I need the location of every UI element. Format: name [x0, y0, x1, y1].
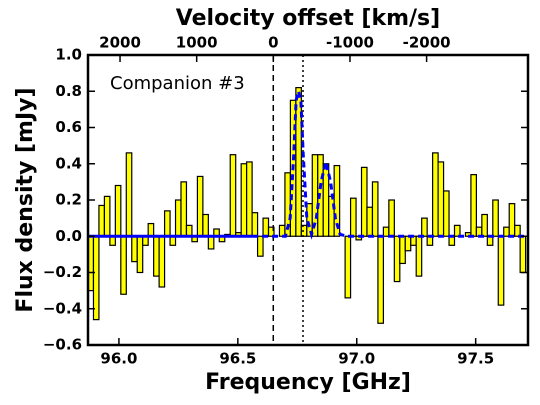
bar [240, 163, 248, 237]
bar [366, 206, 374, 237]
bar [349, 197, 357, 237]
bar [371, 181, 379, 237]
bar [256, 235, 264, 257]
chart-title: Velocity offset [km/s] [176, 6, 440, 31]
bar [432, 152, 439, 237]
bar [453, 224, 461, 237]
bar [514, 224, 521, 237]
y-axis-label: Flux density [mJy] [13, 87, 38, 312]
bar [328, 195, 335, 237]
y-tick-label: 0.8 [55, 82, 82, 100]
bar [344, 235, 352, 299]
bar [388, 199, 395, 237]
bar [136, 235, 144, 274]
bar [360, 166, 368, 237]
bar [251, 212, 259, 237]
y-tick-label: −0.4 [43, 299, 82, 317]
bar [202, 213, 209, 237]
bar [153, 235, 160, 277]
x-tick-label: 97.0 [338, 350, 375, 368]
x2-tick-label: 1000 [176, 34, 218, 52]
bar [158, 235, 166, 288]
bar [442, 190, 450, 237]
y-tick-label: 0.0 [55, 227, 82, 245]
bar [147, 222, 155, 237]
bar [103, 195, 111, 237]
bar [92, 235, 100, 321]
x2-tick-label: 2000 [99, 34, 141, 52]
bar [333, 164, 341, 237]
bar [497, 235, 505, 306]
x-axis-label: Frequency [GHz] [205, 370, 411, 395]
annotation: Companion #3 [110, 73, 245, 94]
bar [114, 184, 122, 237]
bar [382, 226, 390, 237]
bar [404, 235, 412, 252]
y-tick-label: 0.4 [55, 154, 82, 172]
bar [131, 235, 138, 263]
bar [300, 224, 308, 237]
x-tick-label: 96.5 [219, 350, 256, 368]
bar [492, 199, 499, 237]
x-tick-label: 97.5 [457, 350, 494, 368]
bar [267, 226, 275, 237]
bar [470, 174, 477, 237]
plot-frame [86, 53, 530, 347]
bar [295, 87, 302, 237]
x2-tick-label: 0 [268, 34, 278, 52]
bar [399, 235, 406, 265]
y-tick-label: 1.0 [55, 46, 82, 64]
bar [437, 161, 445, 237]
bar [185, 224, 193, 237]
bar [174, 199, 182, 237]
bar [98, 204, 106, 237]
bar [207, 235, 215, 250]
bar [377, 235, 384, 324]
x-tick-label: 96.0 [100, 350, 137, 368]
x2-tick-label: -1000 [326, 34, 374, 52]
y-tick-label: 0.6 [55, 118, 82, 136]
bar [196, 175, 204, 237]
bar [180, 181, 188, 237]
bar [163, 210, 171, 237]
x2-tick-label: -2000 [403, 34, 451, 52]
bar [229, 154, 237, 237]
bar [415, 235, 423, 277]
bar [246, 161, 253, 237]
bar [519, 235, 527, 274]
bar [262, 217, 270, 237]
y-tick-label: −0.2 [43, 263, 82, 281]
fit-line [252, 85, 528, 240]
bar [421, 217, 428, 237]
bar [393, 235, 401, 283]
y-tick-label: −0.6 [43, 336, 82, 354]
y-tick-label: 0.2 [55, 191, 82, 209]
bar [125, 152, 133, 237]
bar [120, 235, 127, 295]
bar [508, 203, 516, 237]
bar [278, 224, 286, 237]
bar [481, 213, 488, 237]
